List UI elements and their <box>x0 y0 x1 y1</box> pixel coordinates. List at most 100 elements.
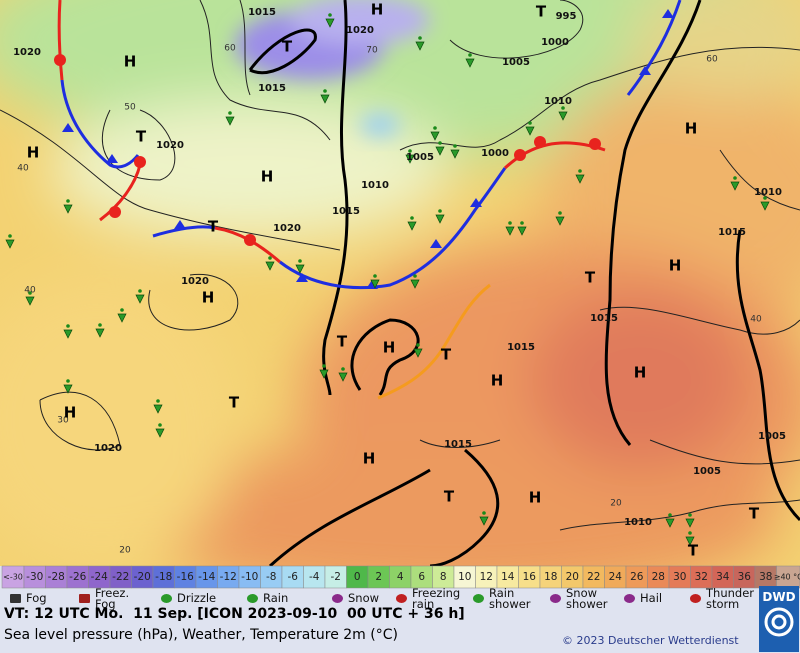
rain-symbol <box>435 214 445 224</box>
pressure-centre: H <box>124 53 137 71</box>
isobar-label: 1015 <box>248 7 276 18</box>
rain-symbol <box>63 204 73 214</box>
isobar-label: 1020 <box>13 47 41 58</box>
temperature-label: 60 <box>706 55 718 65</box>
warm-front-semicircle <box>134 156 146 168</box>
rain-symbol <box>153 404 163 414</box>
rain-symbol <box>319 369 329 379</box>
legend-icon <box>10 594 21 603</box>
isobar-label: 1015 <box>590 313 618 324</box>
isobar-label: 1010 <box>624 517 652 528</box>
isobar-label: 1000 <box>541 37 569 48</box>
scale-label: 2 <box>375 571 382 583</box>
legend-label: Rain <box>263 591 289 605</box>
scale-label: 24 <box>609 571 623 583</box>
pressure-centre: H <box>371 1 384 19</box>
scale-label: -24 <box>91 571 108 583</box>
pressure-centre: H <box>261 168 274 186</box>
pressure-centre: H <box>491 372 504 390</box>
rain-dot <box>688 513 692 517</box>
rain-symbol <box>95 328 105 338</box>
valid-time: VT: 12 UTC Mo. 11 Sep. [ICON 2023-09-10 … <box>4 606 465 622</box>
legend-icon <box>332 594 343 603</box>
rain-symbol <box>685 536 695 546</box>
pressure-centre: T <box>536 3 547 21</box>
pressure-centre: H <box>685 120 698 138</box>
rain-symbol <box>25 296 35 306</box>
pressure-centre: H <box>383 339 396 357</box>
cold-front-triangle <box>662 9 674 18</box>
rain-symbol <box>135 294 145 304</box>
pressure-centre: H <box>64 404 77 422</box>
temperature-field <box>0 0 800 566</box>
rain-dot <box>418 36 422 40</box>
scale-label: 22 <box>587 571 600 583</box>
weather-map: 1015 1020 1015 995 1000 1005 1010 1020 1020 1005 1… <box>0 0 800 566</box>
pressure-centre: H <box>669 257 682 275</box>
pressure-centre: T <box>688 542 699 560</box>
rain-dot <box>408 149 412 153</box>
legend-label: Freez. Fog <box>95 586 130 611</box>
isobar-label: 1010 <box>361 180 389 191</box>
temperature-label: 70 <box>366 46 378 56</box>
rain-symbol <box>407 221 417 231</box>
legend-label: Hail <box>640 591 663 605</box>
scale-label: -18 <box>155 571 172 583</box>
rain-symbol <box>450 149 460 159</box>
scale-label: 6 <box>418 571 425 583</box>
copyright: © 2023 Deutscher Wetterdienst <box>562 634 739 647</box>
scale-label: ≥40 °C <box>774 573 800 582</box>
rain-symbol <box>760 201 770 211</box>
rain-dot <box>28 291 32 295</box>
dwd-logo: DWD <box>759 586 799 652</box>
rain-dot <box>8 234 12 238</box>
rain-dot <box>668 513 672 517</box>
pressure-centre: T <box>444 488 455 506</box>
isobar-label: 1015 <box>718 227 746 238</box>
rain-dot <box>528 121 532 125</box>
legend-label: Drizzle <box>177 591 217 605</box>
isobar-label: 1015 <box>444 439 472 450</box>
rain-dot <box>410 216 414 220</box>
scale-label: 28 <box>652 571 665 583</box>
rain-symbol <box>685 518 695 528</box>
temperature-label: 40 <box>750 315 762 325</box>
scale-label: 30 <box>673 571 686 583</box>
rain-dot <box>561 106 565 110</box>
isobar-label: 1020 <box>94 443 122 454</box>
scale-label: -30 <box>26 571 43 583</box>
scale-label: -26 <box>69 571 86 583</box>
map-labels: 1015 1020 1015 995 1000 1005 1010 1020 1020 1005 1… <box>13 1 786 560</box>
scale-label: 26 <box>630 571 644 583</box>
legend-label: Freezing rain <box>412 586 461 611</box>
rain-dot <box>120 308 124 312</box>
legend-icon <box>161 594 172 603</box>
isobar-label: 995 <box>556 11 577 22</box>
isobar-label: 1010 <box>754 187 782 198</box>
legend-label: Fog <box>26 591 47 605</box>
isobar-label: 1020 <box>181 276 209 287</box>
legend-icon <box>473 594 484 603</box>
isobar-label: 1020 <box>156 140 184 151</box>
legend-icon <box>624 594 635 603</box>
scale-label: 16 <box>523 571 537 583</box>
pressure-centre: T <box>749 505 760 523</box>
rain-dot <box>66 199 70 203</box>
rain-symbol <box>295 264 305 274</box>
rain-symbol <box>338 372 348 382</box>
cold-front-triangle <box>174 220 186 229</box>
scale-label: 18 <box>544 571 557 583</box>
cold-front-triangle <box>430 239 442 248</box>
warm-front-semicircle <box>244 234 256 246</box>
scale-label: -12 <box>220 571 237 583</box>
rain-symbol <box>517 226 527 236</box>
legend-label: Snow <box>348 591 380 605</box>
description: Sea level pressure (hPa), Weather, Tempe… <box>4 627 398 643</box>
isobar-label: 1000 <box>481 148 509 159</box>
pressure-centre: T <box>441 346 452 364</box>
rain-symbol <box>730 181 740 191</box>
scale-label: -14 <box>198 571 215 583</box>
isobar-label: 1005 <box>502 57 530 68</box>
scale-label: -20 <box>134 571 151 583</box>
isobars-thin <box>0 0 800 531</box>
